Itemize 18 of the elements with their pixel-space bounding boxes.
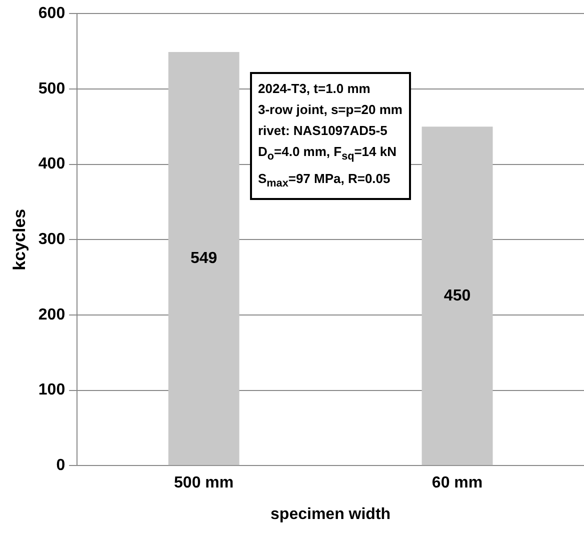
annotation: 2024-T3, t=1.0 mm bbox=[258, 80, 372, 98]
x-tick-label: 500 mm bbox=[174, 474, 234, 492]
y-tick-label: 300 bbox=[38, 231, 66, 248]
y-tick-label: 500 bbox=[38, 80, 66, 98]
data-label: 549 bbox=[190, 250, 218, 267]
annotation: 3-row joint, s=p=20 mm bbox=[258, 101, 402, 119]
y-tick-label: 200 bbox=[38, 306, 66, 324]
annotation: rivet: NAS1097AD5-5 bbox=[258, 122, 388, 140]
y-tick-label: 0 bbox=[56, 457, 66, 474]
x-axis-title: specimen width bbox=[270, 506, 391, 523]
y-tick-label: 400 bbox=[38, 156, 66, 173]
x-tick-label: 60 mm bbox=[432, 474, 483, 492]
annotation: S$_{max}$=97 MPa, R=0.05 bbox=[258, 170, 392, 192]
y-axis-title: kcycles bbox=[10, 208, 29, 270]
y-tick-label: 600 bbox=[38, 5, 66, 22]
y-tick-label: 100 bbox=[38, 382, 66, 399]
annotation: D$_{o}$=4.0 mm, F$_{sq}$=14 kN bbox=[258, 143, 398, 165]
data-label: 450 bbox=[444, 287, 471, 304]
